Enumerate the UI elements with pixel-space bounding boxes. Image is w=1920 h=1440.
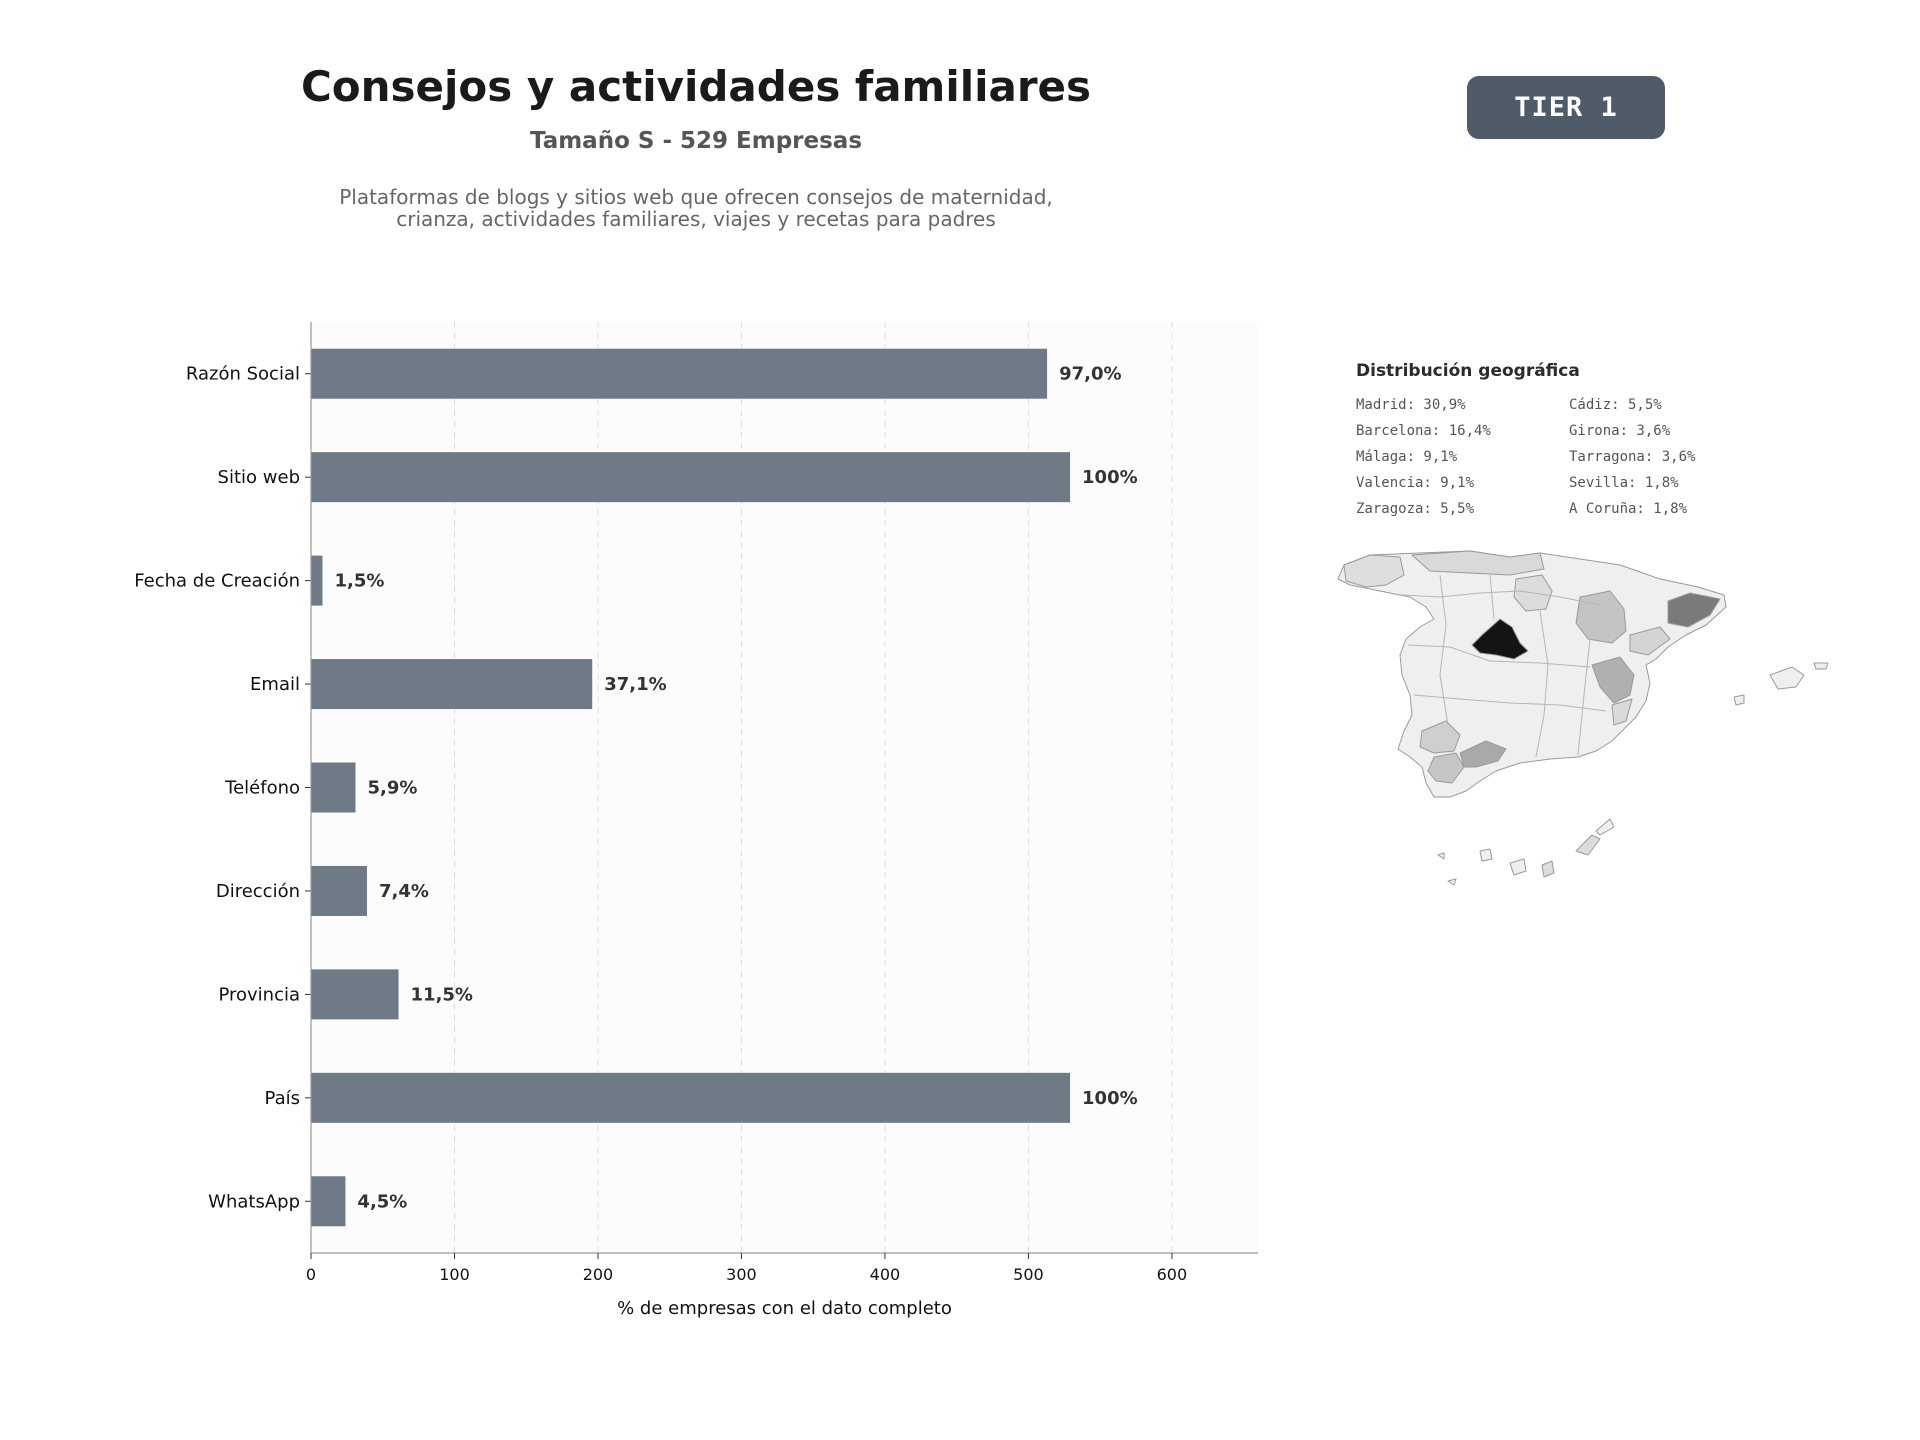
bar-value-label: 1,5%	[334, 571, 384, 592]
map-region-madrid	[1471, 618, 1529, 660]
geo-item: Zaragoza: 5,5%	[1356, 501, 1475, 517]
y-tick-label: País	[265, 1088, 300, 1109]
geo-distribution-list: Madrid: 30,9% Cádiz: 5,5% Barcelona: 16,…	[1356, 396, 1776, 518]
geo-item: Málaga: 9,1%	[1356, 449, 1458, 465]
bar	[311, 348, 1048, 399]
map-region-canary-4	[1575, 834, 1601, 856]
y-tick-label: WhatsApp	[208, 1191, 300, 1212]
description-line-2: crianza, actividades familiares, viajes …	[396, 207, 996, 231]
x-tick-label: 200	[583, 1265, 614, 1284]
completeness-bar-chart: 97,0% Razón Social 100% Sitio web 1,5% Fecha …	[134, 322, 1258, 1319]
geo-item: Barcelona: 16,4%	[1356, 423, 1491, 439]
spain-choropleth-map	[1337, 550, 1829, 886]
map-region-zaragoza	[1575, 590, 1627, 644]
map-region-canary-2	[1479, 848, 1493, 862]
map-region-malaga	[1459, 740, 1507, 768]
map-region-mallorca	[1769, 666, 1805, 690]
y-tick-label: Teléfono	[224, 778, 300, 799]
map-region-valencia	[1591, 656, 1635, 704]
geo-item: A Coruña: 1,8%	[1569, 501, 1688, 517]
bar	[311, 452, 1071, 503]
map-region-canary-1	[1509, 858, 1527, 876]
geo-item: Madrid: 30,9%	[1356, 397, 1466, 413]
bar-value-label: 11,5%	[411, 984, 473, 1005]
y-tick-label: Razón Social	[186, 364, 300, 385]
bar	[311, 659, 593, 710]
page-subtitle: Tamaño S - 529 Empresas	[529, 128, 863, 154]
bar	[311, 1072, 1071, 1123]
map-region-tarragona	[1629, 626, 1671, 656]
bar-value-label: 4,5%	[357, 1191, 407, 1212]
y-tick-label: Sitio web	[218, 467, 300, 488]
map-region-menorca	[1813, 662, 1829, 670]
x-tick-label: 100	[439, 1265, 470, 1284]
x-tick-label: 500	[1013, 1265, 1044, 1284]
x-axis-label: % de empresas con el dato completo	[617, 1298, 952, 1319]
map-region-a-coruna	[1343, 554, 1405, 588]
bar	[311, 555, 323, 606]
map-region-cadiz	[1427, 752, 1465, 784]
page-description: Plataformas de blogs y sitios web que of…	[246, 186, 1146, 230]
x-tick-label: 400	[870, 1265, 901, 1284]
geo-item: Cádiz: 5,5%	[1569, 397, 1662, 413]
y-tick-label: Dirección	[216, 881, 300, 902]
bar-value-label: 100%	[1082, 1088, 1138, 1109]
x-tick-label: 0	[306, 1265, 316, 1284]
map-region-barcelona	[1667, 592, 1721, 628]
geo-item: Valencia: 9,1%	[1356, 475, 1475, 491]
bar-value-label: 5,9%	[367, 778, 417, 799]
map-region-ibiza	[1733, 694, 1745, 706]
page-title: Consejos y actividades familiares	[300, 62, 1092, 111]
y-tick-label: Fecha de Creación	[134, 571, 300, 592]
map-region-canary-3	[1541, 860, 1555, 878]
geo-item: Girona: 3,6%	[1569, 423, 1671, 439]
y-tick-label: Provincia	[218, 984, 300, 1005]
map-region-canary-6	[1437, 852, 1445, 860]
geo-item: Tarragona: 3,6%	[1569, 449, 1696, 465]
x-tick-label: 300	[726, 1265, 757, 1284]
bar-value-label: 7,4%	[379, 881, 429, 902]
map-region-alicante	[1611, 698, 1633, 726]
bar-value-label: 97,0%	[1059, 364, 1121, 385]
map-region-canary-7	[1447, 878, 1457, 886]
geo-distribution-title: Distribución geográfica	[1356, 361, 1580, 381]
bar	[311, 969, 399, 1020]
x-tick-label: 600	[1157, 1265, 1188, 1284]
map-region-north	[1411, 550, 1545, 576]
description-line-1: Plataformas de blogs y sitios web que of…	[339, 185, 1053, 209]
bar	[311, 865, 367, 916]
geo-item: Sevilla: 1,8%	[1569, 475, 1679, 491]
map-region-sevilla	[1419, 720, 1461, 754]
bar	[311, 1176, 346, 1227]
bar	[311, 762, 356, 813]
bar-value-label: 100%	[1082, 467, 1138, 488]
bar-value-label: 37,1%	[604, 674, 666, 695]
tier-badge: TIER 1	[1467, 76, 1665, 139]
map-region-canary-5	[1595, 818, 1615, 836]
y-tick-label: Email	[250, 674, 300, 695]
